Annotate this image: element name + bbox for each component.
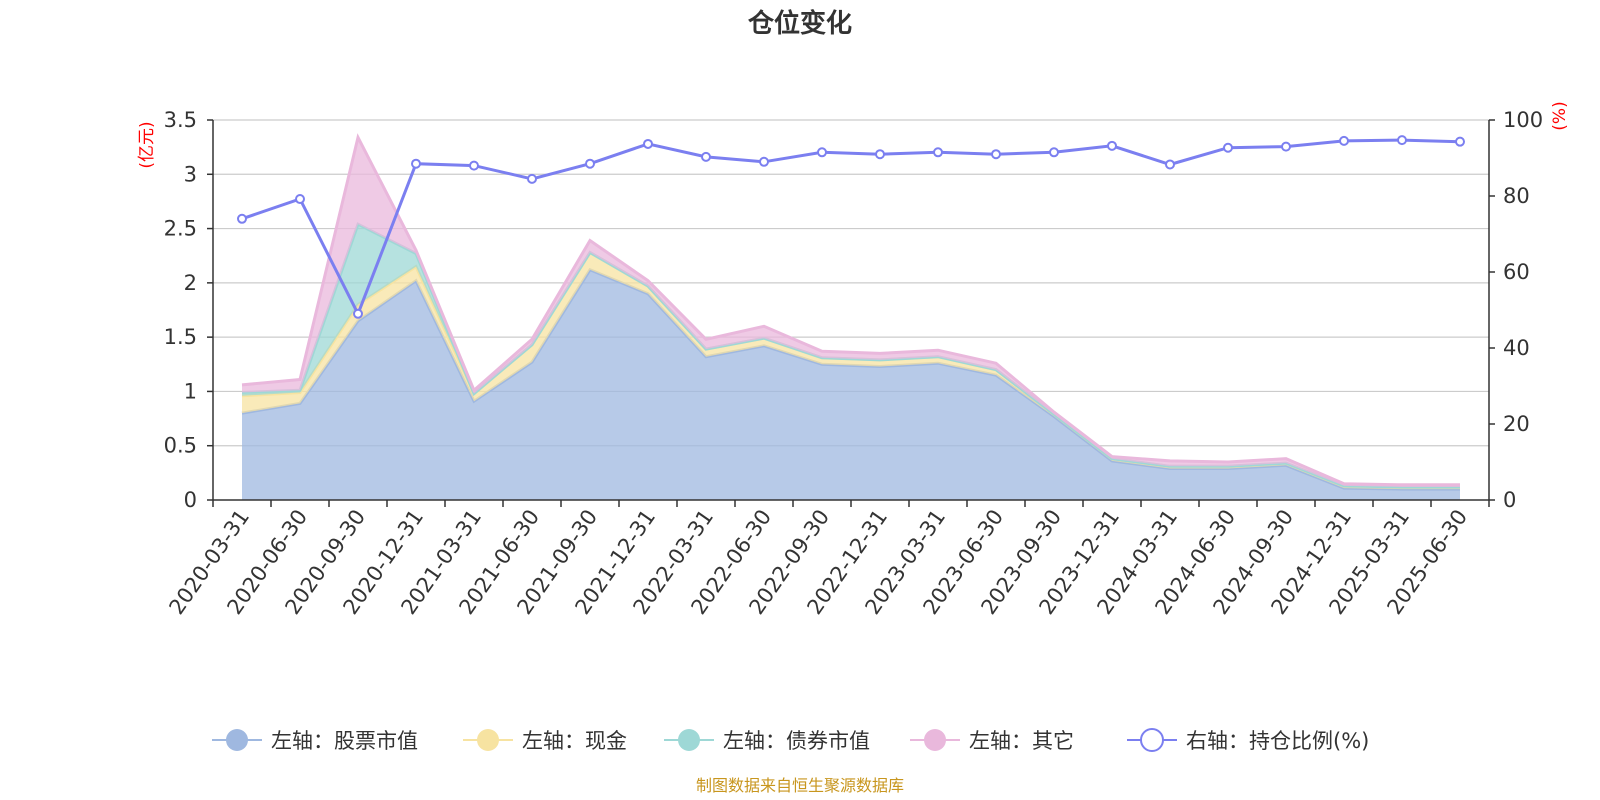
ratio-point (1397, 135, 1407, 146)
legend-label: 左轴：股票市值 (271, 729, 418, 753)
area-series-3 (242, 137, 1460, 487)
left-axis-unit: (亿元) (137, 121, 157, 168)
left-axis-tick-label: 3.5 (164, 108, 197, 132)
legend-marker (477, 729, 499, 751)
right-axis-tick-label: 0 (1503, 488, 1516, 512)
legend-item-3[interactable]: 左轴：其它 (910, 729, 1074, 753)
legend-label: 左轴：其它 (969, 729, 1074, 753)
ratio-point (817, 147, 827, 158)
ratio-point (353, 308, 363, 319)
right-axis-tick-label: 20 (1503, 412, 1530, 436)
area-series-edge-3 (241, 133, 1460, 487)
left-axis-tick-label: 3 (184, 162, 197, 186)
ratio-point (1107, 140, 1117, 151)
ratio-point (1223, 142, 1233, 153)
ratio-point (295, 194, 305, 205)
ratio-point (991, 149, 1001, 160)
ratio-point (585, 158, 595, 169)
ratio-point (643, 138, 653, 149)
left-axis-tick-label: 0.5 (164, 434, 197, 458)
left-axis-tick-label: 2.5 (164, 217, 197, 241)
chart-title: 仓位变化 (747, 8, 852, 39)
right-axis-tick-label: 100 (1503, 108, 1543, 132)
ratio-point (1339, 135, 1349, 146)
ratio-point (1165, 159, 1175, 170)
right-axis-tick-label: 80 (1503, 184, 1530, 208)
legend[interactable]: 左轴：股票市值 左轴：现金 左轴：债券市值 左轴：其它 右轴：持仓比例(%) (212, 728, 1369, 753)
legend-item-2[interactable]: 左轴：债券市值 (664, 729, 870, 753)
ratio-point (1049, 147, 1059, 158)
legend-label: 左轴：债券市值 (723, 729, 870, 753)
ratio-point (875, 149, 885, 160)
ratio-point (701, 151, 711, 162)
legend-label: 右轴：持仓比例(%) (1186, 729, 1369, 753)
legend-item-4[interactable]: 右轴：持仓比例(%) (1127, 728, 1369, 753)
legend-marker (924, 729, 946, 751)
area-series-2 (242, 224, 1460, 487)
legend-marker (1140, 728, 1164, 752)
right-axis-tick-label: 40 (1503, 336, 1530, 360)
right-axis-tick-label: 60 (1503, 260, 1530, 284)
legend-item-0[interactable]: 左轴：股票市值 (212, 729, 418, 753)
left-axis-tick-label: 1.5 (164, 325, 197, 349)
data-source-note: 制图数据来自恒生聚源数据库 (696, 776, 904, 795)
legend-label: 左轴：现金 (522, 729, 627, 753)
ratio-point (527, 173, 537, 184)
right-axis-unit: (%) (1550, 101, 1570, 130)
ratio-point (933, 147, 943, 158)
ratio-point (759, 156, 769, 167)
area-series-0 (242, 269, 1460, 500)
left-axis-tick-label: 1 (184, 379, 197, 403)
ratio-point (411, 158, 421, 169)
ratio-point (1455, 136, 1465, 147)
legend-item-1[interactable]: 左轴：现金 (463, 729, 627, 753)
ratio-point (237, 213, 247, 224)
legend-marker (678, 729, 700, 751)
area-series (241, 133, 1460, 500)
left-axis-tick-label: 2 (184, 271, 197, 295)
left-axis-tick-label: 0 (184, 488, 197, 512)
ratio-point (469, 160, 479, 171)
ratio-point (1281, 141, 1291, 152)
legend-marker (226, 729, 248, 751)
ratio-line-series (237, 135, 1465, 319)
ratio-line (241, 138, 1461, 318)
